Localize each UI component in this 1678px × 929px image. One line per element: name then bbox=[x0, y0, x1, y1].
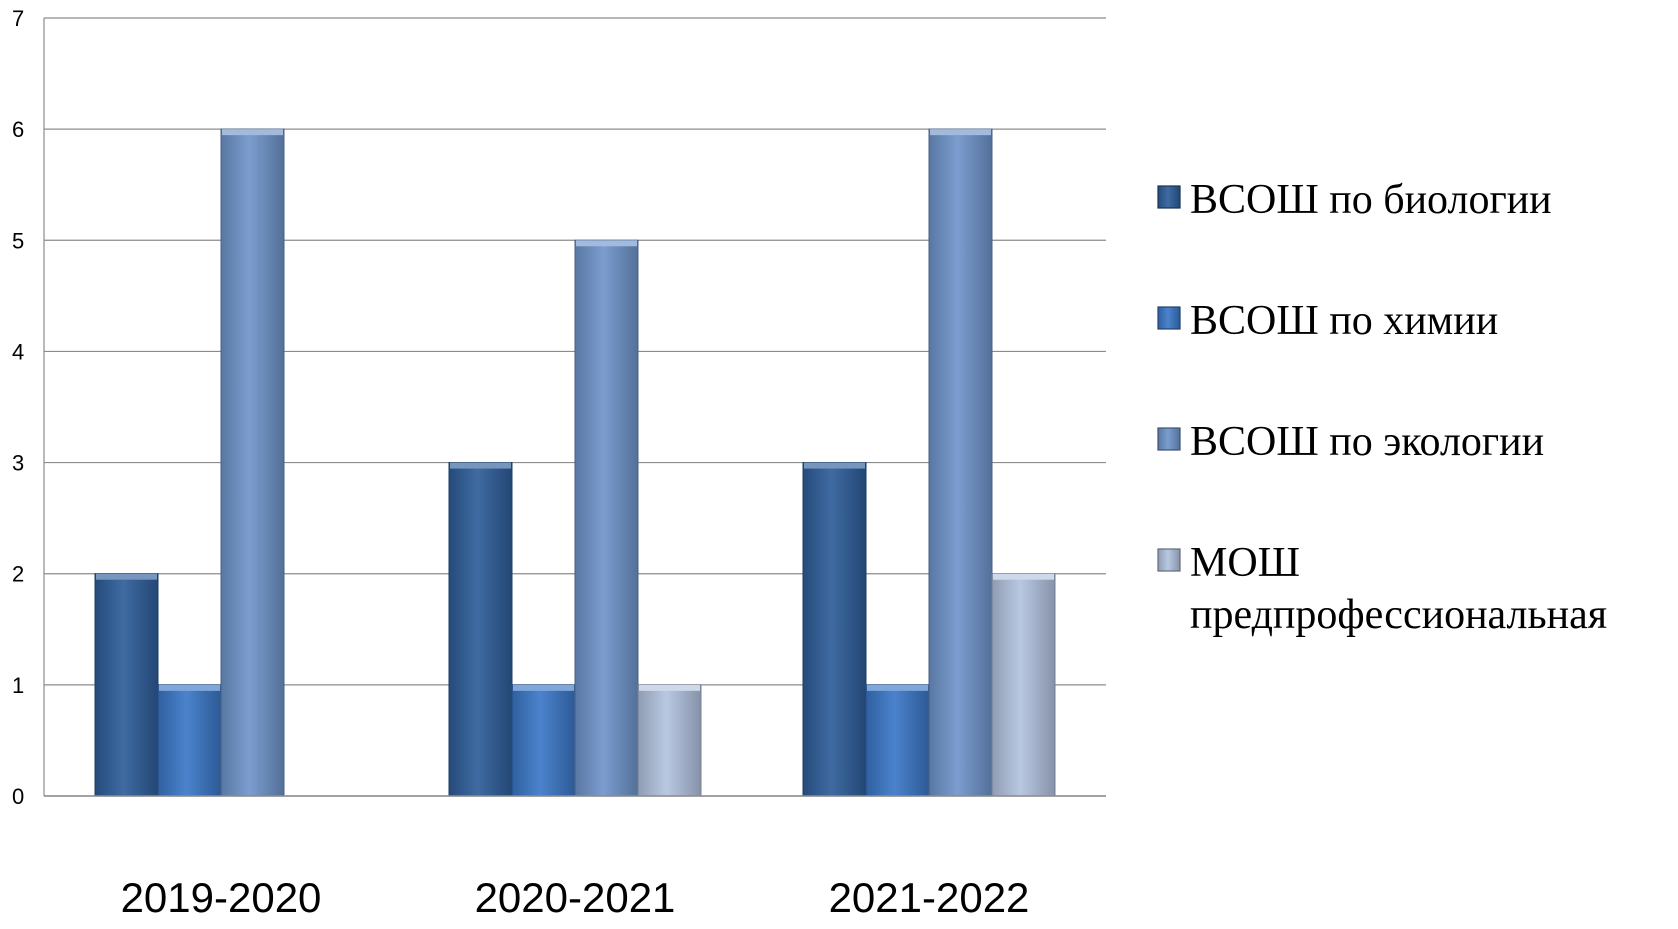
legend: ВСОШ по биологии ВСОШ по химии ВСОШ по эко… bbox=[1157, 177, 1607, 638]
y-tick-label: 3 bbox=[12, 451, 24, 476]
legend-item-label: ВСОШ по химии bbox=[1190, 298, 1498, 344]
y-tick-label: 2 bbox=[12, 562, 24, 587]
bar-2-2019-2020 bbox=[157, 684, 222, 797]
bar-top-highlight bbox=[867, 684, 928, 691]
y-tick-label: 0 bbox=[12, 784, 24, 809]
legend-item-label: ВСОШ по биологии bbox=[1190, 177, 1552, 223]
bar-top-highlight bbox=[96, 573, 157, 580]
bar-top-highlight bbox=[639, 684, 700, 691]
bar-1-2020-2021 bbox=[448, 462, 513, 797]
bar-2-2020-2021 bbox=[511, 684, 576, 797]
x-tick-label: 2021-2022 bbox=[829, 874, 1030, 921]
legend-item-label: ВСОШ по экологии bbox=[1190, 419, 1544, 465]
bar-top-highlight bbox=[159, 684, 220, 691]
bar-top-highlight bbox=[930, 129, 991, 136]
y-tick-label: 7 bbox=[12, 6, 24, 31]
x-tick-label: 2019-2020 bbox=[121, 874, 322, 921]
y-tick-label: 5 bbox=[12, 228, 24, 253]
x-tick-label: 2020-2021 bbox=[475, 874, 676, 921]
bar-1-2021-2022 bbox=[802, 462, 867, 797]
y-tick-label: 6 bbox=[12, 117, 24, 142]
legend-swatch bbox=[1157, 427, 1181, 451]
y-tick-label: 4 bbox=[12, 339, 24, 364]
bar-4-2020-2021 bbox=[637, 684, 702, 797]
bars bbox=[94, 128, 1056, 797]
bar-top-highlight bbox=[513, 684, 574, 691]
legend-item-label: МОШ предпрофессиональная bbox=[1190, 540, 1607, 638]
legend-swatch bbox=[1157, 185, 1181, 209]
legend-swatch bbox=[1157, 548, 1181, 572]
axes: 0 1 2 3 4 5 6 7 2019-2020 2020-2021 2021-2022 bbox=[12, 6, 1106, 921]
bar-top-highlight bbox=[450, 462, 511, 469]
bar-3-2021-2022 bbox=[928, 128, 993, 797]
bar-2-2021-2022 bbox=[865, 684, 930, 797]
bar-1-2019-2020 bbox=[94, 573, 159, 797]
bar-3-2019-2020 bbox=[220, 128, 285, 797]
bar-top-highlight bbox=[576, 240, 637, 247]
bar-top-highlight bbox=[993, 573, 1054, 580]
bar-4-2021-2022 bbox=[991, 573, 1056, 797]
legend-swatch bbox=[1157, 306, 1181, 330]
bar-top-highlight bbox=[222, 129, 283, 136]
bar-top-highlight bbox=[804, 462, 865, 469]
y-tick-label: 1 bbox=[12, 673, 24, 698]
bar-3-2020-2021 bbox=[574, 239, 639, 797]
